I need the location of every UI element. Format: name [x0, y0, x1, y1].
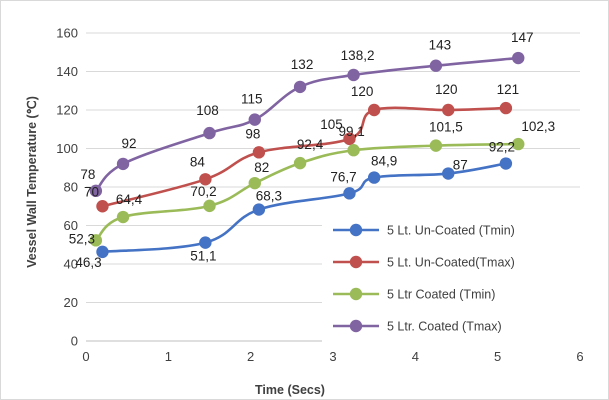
data-point: [203, 199, 216, 213]
data-point: [252, 203, 266, 216]
y-tick-label: 60: [64, 218, 78, 233]
data-label: 101,5: [429, 120, 463, 135]
legend-background: [322, 216, 588, 344]
data-label: 98: [245, 126, 260, 141]
legend-label: 5 Ltr Coated (Tmin): [387, 288, 495, 302]
data-point: [429, 139, 443, 152]
x-tick-label: 4: [412, 349, 419, 364]
y-tick-labels: 0 20 40 60 80 100 120 140 160: [56, 26, 78, 349]
data-label: 46,3: [75, 255, 101, 270]
data-point: [347, 68, 360, 82]
data-label: 120: [351, 84, 374, 99]
data-point: [96, 245, 109, 259]
data-labels: 46,3 51,1 68,3 76,7 84,9 87 92,2 70 84 98 105 120 12…: [69, 30, 555, 270]
data-label: 82: [254, 160, 269, 175]
y-tick-label: 140: [56, 64, 78, 79]
data-point: [248, 113, 261, 126]
x-tick-label: 2: [247, 349, 254, 364]
y-tick-label: 0: [71, 334, 78, 349]
data-label: 99,1: [338, 124, 364, 139]
data-point: [89, 234, 103, 247]
data-label: 121: [497, 82, 520, 97]
data-point: [442, 167, 455, 180]
data-point: [343, 187, 356, 200]
data-point: [499, 101, 513, 115]
data-point: [512, 137, 525, 151]
data-label: 76,7: [330, 169, 356, 184]
data-label: 70,2: [190, 184, 216, 199]
data-label: 143: [429, 38, 452, 53]
data-label: 84,9: [371, 154, 397, 169]
x-tick-label: 0: [82, 349, 89, 364]
y-tick-label: 20: [64, 295, 78, 310]
data-label: 92,2: [489, 140, 515, 155]
legend-marker: [349, 319, 363, 333]
data-point: [499, 157, 513, 170]
data-point: [367, 171, 381, 184]
data-label: 51,1: [190, 249, 216, 264]
data-label: 115: [241, 92, 263, 107]
data-point: [248, 176, 261, 190]
data-label: 102,3: [521, 119, 555, 134]
data-point: [429, 59, 443, 72]
data-point: [116, 157, 130, 171]
data-point: [96, 200, 109, 213]
x-tick-labels: 0 1 2 3 4 5 6: [82, 349, 583, 364]
data-point: [367, 103, 381, 117]
data-point: [347, 144, 360, 157]
data-point: [199, 173, 212, 186]
data-label: 132: [291, 57, 314, 72]
data-point: [512, 51, 525, 65]
legend-marker: [349, 255, 363, 269]
x-tick-label: 5: [494, 349, 501, 364]
y-tick-label: 120: [56, 103, 78, 118]
data-label: 108: [196, 103, 219, 118]
x-tick-label: 1: [165, 349, 172, 364]
data-label: 68,3: [256, 189, 282, 204]
data-point: [116, 210, 130, 224]
data-point: [199, 236, 212, 249]
data-point: [89, 184, 103, 198]
x-tick-label: 6: [576, 349, 583, 364]
y-tick-label: 100: [56, 141, 78, 156]
data-label: 78: [80, 167, 95, 182]
data-point: [252, 146, 266, 159]
data-label: 52,3: [69, 231, 95, 246]
data-label: 92: [122, 136, 137, 151]
data-label: 138,2: [341, 48, 375, 63]
legend-marker: [349, 223, 363, 237]
legend-label: 5 Lt. Un-Coated(Tmax): [387, 256, 515, 270]
data-label: 120: [435, 82, 458, 97]
data-point: [203, 126, 216, 140]
data-point: [442, 103, 455, 117]
y-tick-label: 160: [56, 26, 78, 41]
data-point: [293, 156, 307, 170]
x-tick-label: 3: [329, 349, 336, 364]
data-point: [293, 80, 307, 94]
data-label: 84: [190, 154, 206, 169]
data-label: 87: [453, 158, 468, 173]
series-layer: [89, 51, 525, 259]
x-axis-title: Time (Secs): [255, 383, 325, 397]
data-label: 70: [84, 184, 99, 199]
data-point: [343, 132, 356, 146]
data-label: 105: [320, 117, 343, 132]
legend-label: 5 Lt. Un-Coated (Tmin): [387, 224, 515, 238]
y-axis-title: Vessel Wall Temperature (℃): [25, 96, 39, 268]
legend-label: 5 Ltr. Coated (Tmax): [387, 320, 502, 334]
legend: 5 Lt. Un-Coated (Tmin) 5 Lt. Un-Coated(Tm…: [333, 224, 515, 334]
legend-marker: [349, 287, 363, 301]
data-label: 64,4: [116, 192, 143, 207]
data-label: 147: [511, 30, 534, 45]
y-tick-label: 40: [64, 257, 78, 272]
y-tick-label: 80: [64, 180, 78, 195]
data-label: 92,4: [297, 137, 324, 152]
